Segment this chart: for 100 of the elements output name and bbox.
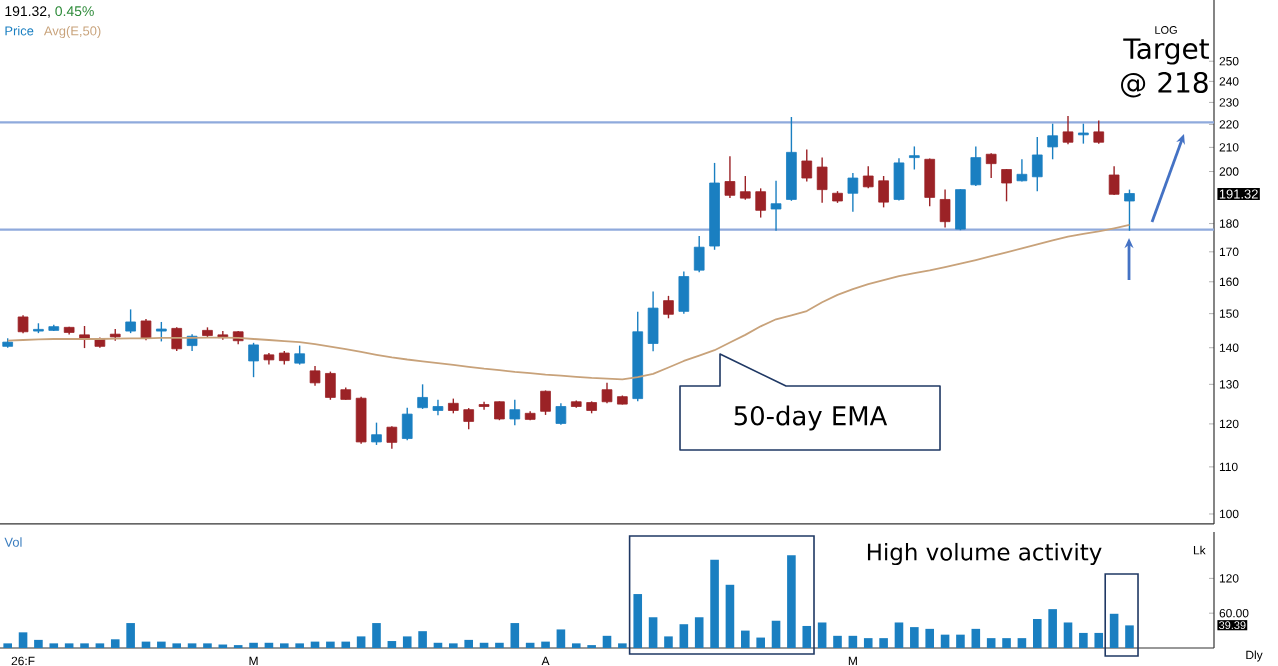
candlestick [693,235,705,273]
bar [771,620,781,648]
bar [372,623,381,648]
candlestick [663,295,674,319]
bar [341,641,351,648]
bar [741,630,750,648]
candlestick [601,382,613,405]
bar [694,617,704,648]
candlestick [1124,188,1135,232]
bar [940,634,950,648]
bar [833,635,842,648]
candlestick [355,395,367,445]
candlestick [125,308,136,334]
bar [787,555,796,648]
bar [387,641,397,648]
candlestick [248,342,259,378]
bar [126,623,135,648]
candlestick [816,156,828,204]
bar [34,639,43,648]
candlestick [171,326,183,352]
candlestick [893,157,905,202]
candlestick [325,370,336,401]
candlestick [1108,165,1120,196]
bar [1109,613,1119,648]
bar [910,627,919,648]
annotation: Target @ 218 [1121,38,1209,98]
bar [356,636,366,648]
candlestick [386,425,398,450]
bar [848,635,858,648]
bar [1017,638,1027,648]
bar [1125,625,1134,648]
bar [817,622,827,648]
candlestick [847,172,859,213]
candlestick [955,188,966,231]
annotation: 50-day EMA [734,405,888,431]
candlestick [786,116,797,202]
candlestick [432,399,444,417]
bar [402,636,412,648]
candlestick [401,406,413,441]
bar [756,637,765,648]
bar [1094,632,1104,648]
bar [633,594,643,648]
candlestick [909,145,920,171]
bar [157,641,166,648]
candlestick [770,180,782,232]
bar [602,635,612,648]
bar [418,631,427,648]
bar [679,624,689,648]
bar [326,641,335,648]
candlestick [678,270,690,315]
bar [110,639,120,648]
candlestick [862,165,874,190]
bar [971,628,981,648]
candlestick [509,399,521,426]
bar [802,625,812,648]
candlestick [755,187,766,219]
bar [710,559,719,648]
bar [863,638,873,648]
candlestick [294,344,305,366]
candlestick [540,389,551,416]
bar [1002,638,1011,648]
annotation: High volume activity [867,542,1102,566]
bar [664,636,673,648]
bar [556,629,566,648]
bar [249,642,258,648]
bar [464,639,473,648]
candlestick [1031,136,1043,192]
candlestick [478,401,490,411]
bar [510,623,520,648]
candlestick [739,175,751,201]
candlestick [924,157,936,208]
bar [1063,622,1073,648]
candlestick [1078,123,1089,145]
candlestick [156,321,167,343]
bar [894,622,904,648]
candlestick [647,290,659,352]
bar [18,632,28,648]
candlestick [939,188,951,229]
bar [1048,609,1057,648]
bar [1032,619,1042,648]
candlestick [1001,168,1012,203]
candlestick [463,407,475,430]
candlestick [878,175,889,209]
bar [879,638,888,648]
bar [956,634,965,648]
candlestick [1062,115,1074,146]
candlestick [1016,158,1028,183]
bar [648,617,658,648]
bar [925,628,935,648]
candlestick [724,155,736,199]
candlestick [555,402,567,426]
candlestick [417,383,428,410]
bar [986,638,996,648]
candlestick [309,365,321,387]
bar [1079,632,1088,648]
bar [541,641,550,648]
candlestick [1047,123,1058,160]
bar [725,584,735,648]
candlestick [1093,119,1105,145]
candlestick [371,421,382,446]
